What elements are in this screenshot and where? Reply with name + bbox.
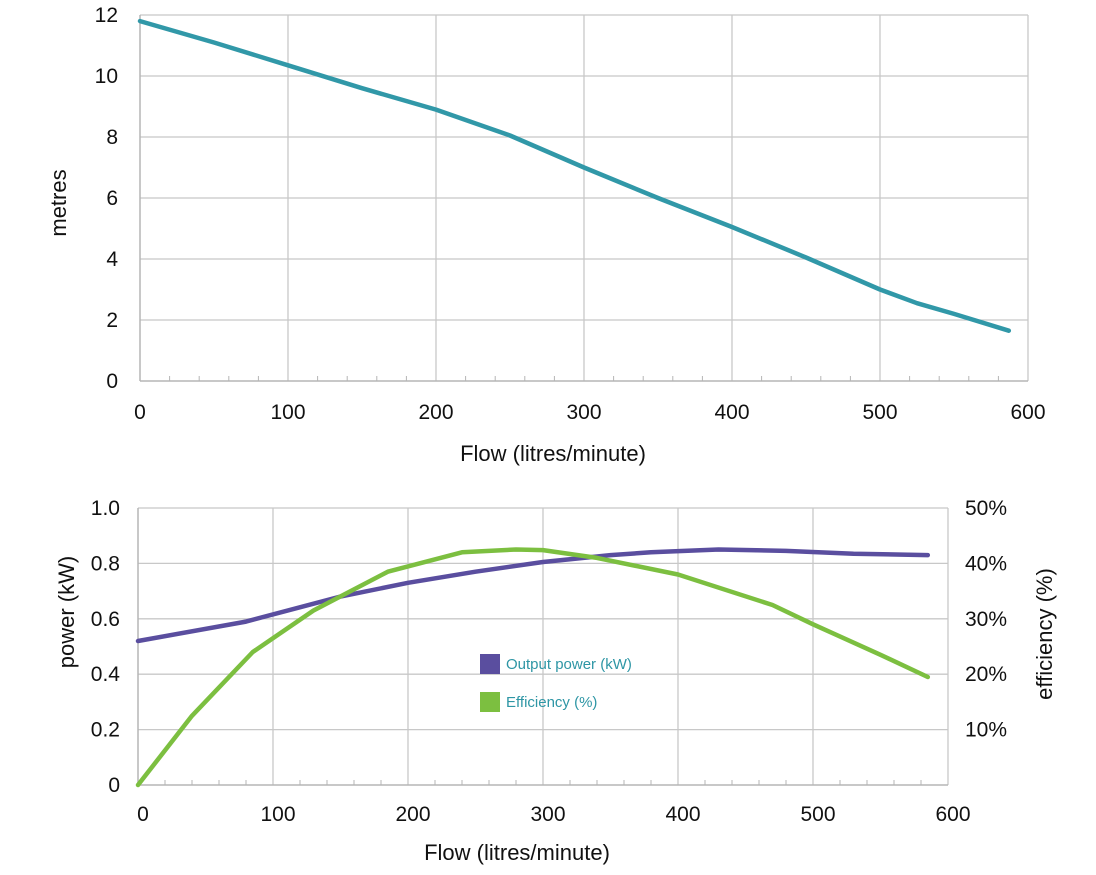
y-tick-label: 8 <box>106 126 118 149</box>
y-tick-label: 10 <box>95 65 118 88</box>
x-axis-title: Flow (litres/minute) <box>460 441 646 466</box>
x-axis-title: Flow (litres/minute) <box>424 840 610 865</box>
y-tick-label: 0.2 <box>91 719 120 742</box>
y-tick-label: 0 <box>106 370 118 393</box>
y-tick-label: 12 <box>95 4 118 27</box>
x-tick-label: 600 <box>1010 401 1045 424</box>
x-tick-label: 500 <box>862 401 897 424</box>
y2-tick-label: 50% <box>965 497 1007 520</box>
x-tick-label: 100 <box>270 401 305 424</box>
y-tick-label: 1.0 <box>91 497 120 520</box>
y2-tick-label: 20% <box>965 663 1007 686</box>
y2-tick-label: 30% <box>965 608 1007 631</box>
power-efficiency-chart: 0 100 200 300 400 500 600 0 0.2 0.4 0.6 0.8 1.0 10% 20… <box>54 497 1057 865</box>
legend: Output power (kW) Efficiency (%) <box>480 654 632 712</box>
y2-tick-label: 40% <box>965 552 1007 575</box>
series-line-efficiency <box>135 547 931 788</box>
legend-label: Output power (kW) <box>506 656 632 673</box>
y-tick-label: 0.8 <box>91 552 120 575</box>
series-line-head <box>137 18 1012 333</box>
x-tick-label: 100 <box>260 803 295 826</box>
y-tick-label: 0.6 <box>91 608 120 631</box>
y-tick-label: 2 <box>106 309 118 332</box>
x-tick-label: 0 <box>134 401 146 424</box>
x-tick-label: 300 <box>530 803 565 826</box>
series-line-power <box>135 547 931 644</box>
y2-axis-title: efficiency (%) <box>1032 568 1057 700</box>
x-tick-label: 0 <box>137 803 149 826</box>
head-chart: 0 100 200 300 400 500 600 0 2 4 6 8 10 12 Flow (litres… <box>46 4 1046 466</box>
y2-tick-label: 10% <box>965 719 1007 742</box>
y-axis-title: power (kW) <box>54 556 79 668</box>
x-tick-label: 300 <box>566 401 601 424</box>
legend-label: Efficiency (%) <box>506 694 597 711</box>
legend-swatch <box>480 654 500 674</box>
x-tick-label: 400 <box>665 803 700 826</box>
y-tick-label: 6 <box>106 187 118 210</box>
y-tick-label: 0 <box>108 774 120 797</box>
x-tick-label: 200 <box>418 401 453 424</box>
x-tick-label: 400 <box>714 401 749 424</box>
y-tick-label: 0.4 <box>91 663 121 686</box>
y-tick-label: 4 <box>106 248 118 271</box>
x-tick-label: 500 <box>800 803 835 826</box>
x-tick-label: 200 <box>395 803 430 826</box>
x-tick-label: 600 <box>935 803 970 826</box>
legend-swatch <box>480 692 500 712</box>
y-axis-title: metres <box>46 169 71 236</box>
